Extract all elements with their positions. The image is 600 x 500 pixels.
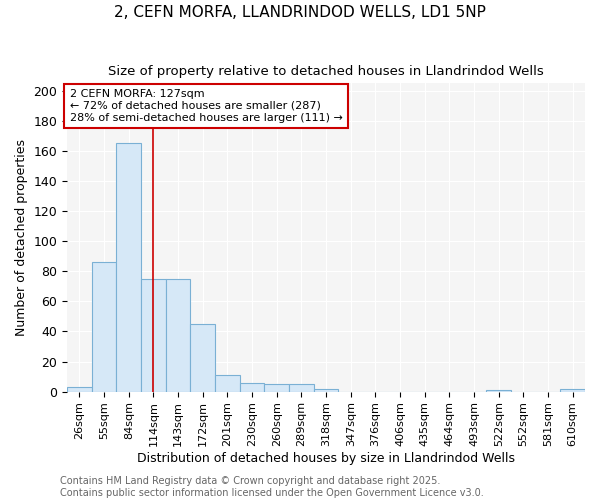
Bar (92, 262, 116, 392)
Bar (265, 384, 289, 392)
Text: Contains HM Land Registry data © Crown copyright and database right 2025.
Contai: Contains HM Land Registry data © Crown c… (60, 476, 484, 498)
Bar (116, 144, 141, 392)
Bar (560, 388, 585, 392)
Y-axis label: Number of detached properties: Number of detached properties (15, 139, 28, 336)
Bar (240, 382, 265, 392)
Bar (190, 324, 215, 392)
Text: 2 CEFN MORFA: 127sqm
← 72% of detached houses are smaller (287)
28% of semi-deta: 2 CEFN MORFA: 127sqm ← 72% of detached h… (70, 90, 343, 122)
Text: 2, CEFN MORFA, LLANDRINDOD WELLS, LD1 5NP: 2, CEFN MORFA, LLANDRINDOD WELLS, LD1 5N… (114, 5, 486, 20)
Bar (289, 384, 314, 392)
Bar (141, 279, 166, 392)
Bar (215, 375, 240, 392)
Title: Size of property relative to detached houses in Llandrindod Wells: Size of property relative to detached ho… (108, 65, 544, 78)
Bar (67, 387, 92, 392)
Bar (487, 390, 511, 392)
Bar (166, 279, 190, 392)
X-axis label: Distribution of detached houses by size in Llandrindod Wells: Distribution of detached houses by size … (137, 452, 515, 465)
Bar (314, 388, 338, 392)
